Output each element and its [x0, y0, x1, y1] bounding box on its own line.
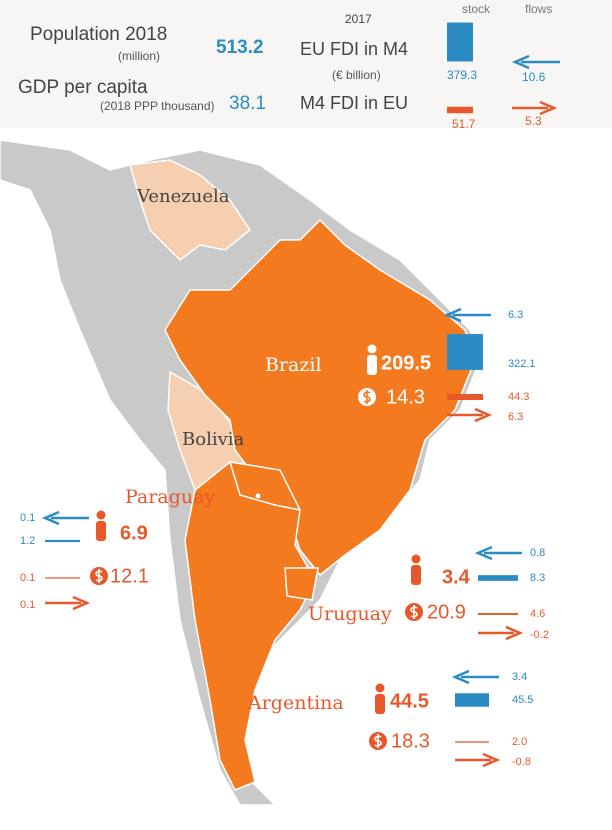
m4-flow-value: 6.3: [508, 411, 523, 423]
gdp-label: GDP per capita: [18, 77, 148, 98]
header-panel: [0, 0, 612, 128]
m4-fdi-label: M4 FDI in EU: [300, 93, 408, 113]
argentina-paraguay-shape: [184, 461, 316, 791]
eu-stock-bar: [478, 575, 518, 581]
eu-flow-arrow: [474, 545, 522, 561]
m4-flow-arrow: [455, 752, 501, 768]
map: [0, 139, 481, 806]
person-icon: [375, 694, 385, 714]
eu-flow-value: 10.6: [522, 70, 546, 84]
m4-stock-bar: [447, 106, 473, 114]
m4-flow-value: 0.1: [20, 599, 35, 611]
m4-flow-arrow: [447, 407, 493, 423]
venezuela-shape: [129, 159, 252, 261]
m4-flow-arrow: [45, 595, 91, 611]
stock-label: stock: [462, 2, 491, 16]
population-value: 209.5: [381, 352, 431, 374]
m4-flow-arrow: [478, 625, 524, 641]
person-icon: [96, 521, 106, 541]
eu-flow-arrow: [451, 669, 499, 685]
m4-stock-bar: [45, 577, 80, 579]
gdp-value: 14.3: [386, 386, 425, 408]
eu-stock-bar: [447, 22, 473, 62]
m4-stock-bar: [455, 741, 489, 743]
population-value: 3.4: [442, 566, 471, 588]
year: 2017: [345, 12, 372, 26]
brazil-shape: [164, 218, 476, 577]
m4-flow-value: -0.2: [530, 629, 549, 641]
eu-flow-value: 6.3: [508, 309, 523, 321]
eu-stock-value: 322.1: [508, 358, 536, 370]
eu-flow-value: 0.1: [20, 512, 35, 524]
unit-label: (€ billion): [332, 68, 381, 82]
eu-stock-value: 8.3: [530, 572, 545, 584]
country-name: Argentina: [247, 692, 344, 714]
m4-stock-value: 2.0: [512, 736, 527, 748]
eu-stock-value: 1.2: [20, 535, 35, 547]
eu-stock-value: 45.5: [512, 694, 533, 706]
eu-stock-bar: [455, 693, 489, 707]
person-icon: [367, 355, 377, 375]
m4-stock-value: 44.3: [508, 391, 529, 403]
person-icon: [411, 554, 421, 564]
m4-stock-bar: [447, 394, 483, 400]
eu-flow-value: 0.8: [530, 547, 545, 559]
person-icon: [367, 344, 377, 354]
dollar-icon: [363, 390, 371, 404]
flows-label: flows: [525, 2, 552, 16]
dollar-icon: [374, 734, 382, 748]
m4-flow-value: 5.3: [525, 114, 542, 128]
population-value: 513.2: [216, 37, 264, 58]
population-value: 6.9: [120, 522, 148, 544]
dollar-icon: [95, 569, 103, 583]
person-icon: [375, 683, 385, 693]
eu-fdi-label: EU FDI in M4: [300, 39, 408, 59]
population-label: Population 2018: [30, 24, 167, 45]
person-icon: [96, 510, 106, 520]
m4-flow-arrow: [512, 100, 558, 116]
gdp-value: 12.1: [110, 565, 149, 587]
paraguay-border: [229, 461, 301, 511]
gdp-value: 38.1: [229, 93, 266, 114]
gdp-value: 20.9: [427, 601, 466, 623]
m4-flow-value: -0.8: [512, 756, 531, 768]
eu-stock-value: 379.3: [447, 68, 477, 82]
country-name: Uruguay: [308, 603, 392, 625]
gdp-unit: (2018 PPP thousand): [100, 99, 215, 113]
m4-stock-value: 51.7: [452, 117, 476, 131]
eu-stock-bar: [45, 539, 80, 543]
map-label: Venezuela: [136, 186, 230, 207]
m4-stock-value: 4.6: [530, 608, 545, 620]
population-value: 44.5: [390, 690, 429, 712]
map-label: Bolivia: [182, 429, 245, 450]
person-icon: [411, 565, 421, 585]
m4-stock-value: 0.1: [20, 572, 35, 584]
eu-flow-value: 3.4: [512, 671, 527, 683]
population-unit: (million): [118, 49, 160, 63]
eu-flow-arrow: [41, 510, 89, 526]
country-name: Brazil: [265, 354, 322, 376]
capital-dot: [255, 493, 261, 499]
eu-stock-bar: [447, 334, 483, 370]
m4-stock-bar: [478, 613, 518, 615]
eu-flow-arrow: [443, 307, 491, 323]
uruguay-shape: [284, 567, 319, 601]
gdp-value: 18.3: [391, 730, 430, 752]
eu-flow-arrow: [511, 54, 560, 70]
dollar-icon: [410, 605, 418, 619]
country-name: Paraguay: [125, 486, 215, 508]
